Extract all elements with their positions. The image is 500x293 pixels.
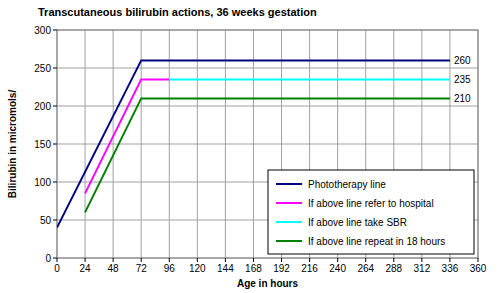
- x-tick-label: 312: [414, 263, 431, 274]
- x-tick: [225, 258, 226, 262]
- x-tick: [253, 258, 254, 262]
- x-tick: [281, 258, 282, 262]
- legend-box: [268, 170, 474, 254]
- grid: [57, 30, 478, 258]
- x-tick-label: 96: [164, 263, 176, 274]
- annotation: 260: [454, 55, 471, 66]
- legend-swatch: [276, 221, 302, 223]
- chart: 0 24 48 72 96 120 144 168 192 216 240 264 288 312 336 3…: [0, 0, 500, 293]
- axes: 0 24 48 72 96 120 144 168 192 216 240 264 288 312 336 3…: [34, 25, 486, 275]
- y-tick-label: 0: [45, 253, 51, 264]
- x-tick-label: 48: [108, 263, 120, 274]
- annotation: 210: [454, 93, 471, 104]
- x-tick: [113, 258, 114, 262]
- x-tick: [169, 258, 170, 262]
- x-tick: [197, 258, 198, 262]
- legend-label: Phototherapy line: [308, 179, 386, 190]
- legend-swatch: [276, 202, 302, 204]
- x-tick-label: 120: [189, 263, 206, 274]
- y-tick: [53, 30, 57, 31]
- y-tick: [53, 220, 57, 221]
- x-tick-label: 360: [470, 263, 487, 274]
- series-group: [57, 60, 450, 227]
- x-tick-label: 192: [273, 263, 290, 274]
- x-tick-label: 264: [357, 263, 374, 274]
- x-tick: [393, 258, 394, 262]
- y-tick: [53, 182, 57, 183]
- y-tick: [53, 106, 57, 107]
- x-tick-label: 336: [442, 263, 459, 274]
- legend-label: If above line repeat in 18 hours: [308, 236, 445, 247]
- grid-line: [57, 106, 478, 107]
- series-line: [57, 60, 450, 227]
- y-tick-label: 300: [34, 25, 51, 36]
- annotations: 260 235 210: [454, 55, 471, 104]
- x-tick-label: 168: [245, 263, 262, 274]
- y-tick-label: 100: [34, 177, 51, 188]
- x-axis-label: Age in hours: [237, 278, 299, 289]
- x-tick-label: 240: [329, 263, 346, 274]
- x-tick-label: 144: [217, 263, 234, 274]
- grid-line: [57, 144, 478, 145]
- x-tick-label: 24: [80, 263, 92, 274]
- x-tick: [309, 258, 310, 262]
- x-tick: [85, 258, 86, 262]
- legend-label: If above line refer to hospital: [308, 198, 434, 209]
- legend: Phototherapy line If above line refer to …: [268, 170, 474, 254]
- series-line: [169, 78, 450, 80]
- y-tick: [53, 68, 57, 69]
- x-tick-label: 72: [136, 263, 148, 274]
- x-tick: [365, 258, 366, 262]
- legend-label: If above line take SBR: [308, 217, 407, 228]
- x-tick: [337, 258, 338, 262]
- series-line: [85, 79, 169, 193]
- y-tick: [53, 258, 57, 259]
- plot-frame: [57, 30, 478, 258]
- x-tick-label: 288: [385, 263, 402, 274]
- y-tick-label: 250: [34, 63, 51, 74]
- y-axis-label: Bilirubin in micromols/: [7, 90, 18, 199]
- x-tick: [449, 258, 450, 262]
- x-tick: [57, 258, 58, 262]
- x-tick: [421, 258, 422, 262]
- y-tick-label: 200: [34, 101, 51, 112]
- x-tick-label: 216: [301, 263, 318, 274]
- legend-swatch: [276, 183, 302, 185]
- x-tick-label: 0: [54, 263, 60, 274]
- legend-swatch: [276, 240, 302, 242]
- y-tick-label: 150: [34, 139, 51, 150]
- x-tick: [141, 258, 142, 262]
- y-tick-label: 50: [40, 215, 52, 226]
- background: [0, 0, 500, 293]
- title: Transcutaneous bilirubin actions, 36 wee…: [38, 6, 317, 18]
- annotation: 235: [454, 74, 471, 85]
- y-tick: [53, 144, 57, 145]
- x-tick: [478, 258, 479, 262]
- plot-area: [57, 30, 478, 258]
- grid-line: [57, 68, 478, 69]
